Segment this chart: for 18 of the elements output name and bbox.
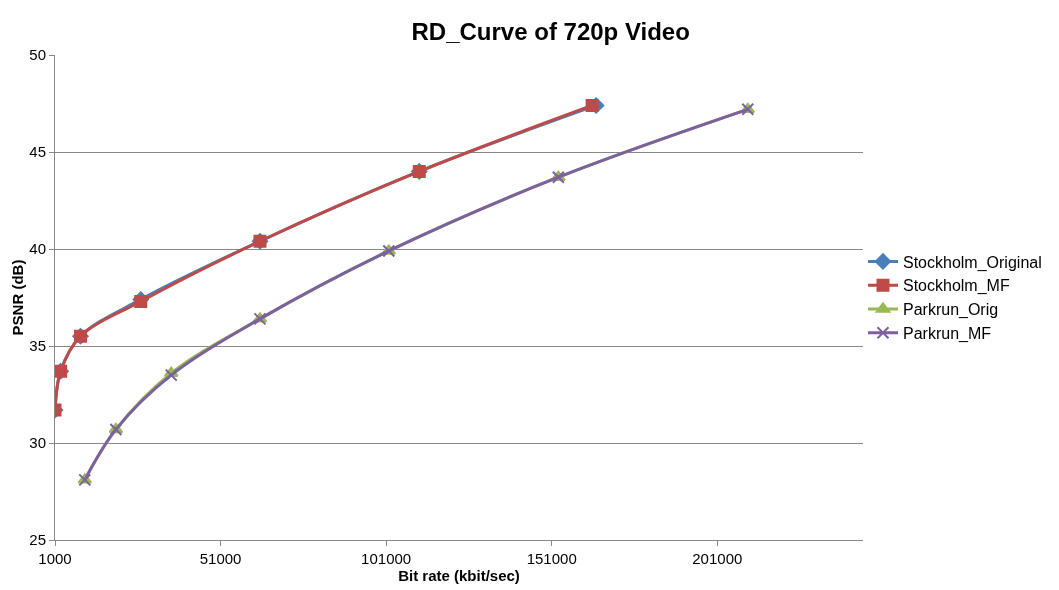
- y-tick-label: 35: [29, 337, 46, 355]
- x-tick-label: 201000: [692, 550, 743, 567]
- y-axis-title: PSNR (dB): [8, 259, 26, 336]
- x-tick-label: 51000: [199, 550, 242, 567]
- x-tick-label: 1000: [38, 550, 72, 567]
- x-tick-label: 101000: [361, 550, 412, 567]
- legend-label: Stockholm_MF: [903, 277, 1010, 296]
- y-tick-label: 50: [29, 46, 46, 64]
- legend-label: Parkrun_Orig: [903, 301, 999, 320]
- x-tick-label: 151000: [526, 550, 577, 567]
- legend-label: Parkrun_MF: [903, 325, 992, 344]
- y-tick-label: 45: [29, 143, 46, 161]
- chart-title: RD_Curve of 720p Video: [411, 18, 690, 46]
- y-tick-label: 25: [29, 531, 46, 549]
- legend-label: Stockholm_Original: [903, 253, 1042, 272]
- y-tick-label: 30: [29, 434, 46, 452]
- x-axis-title: Bit rate (kbit/sec): [398, 567, 520, 584]
- y-tick-label: 40: [29, 240, 46, 258]
